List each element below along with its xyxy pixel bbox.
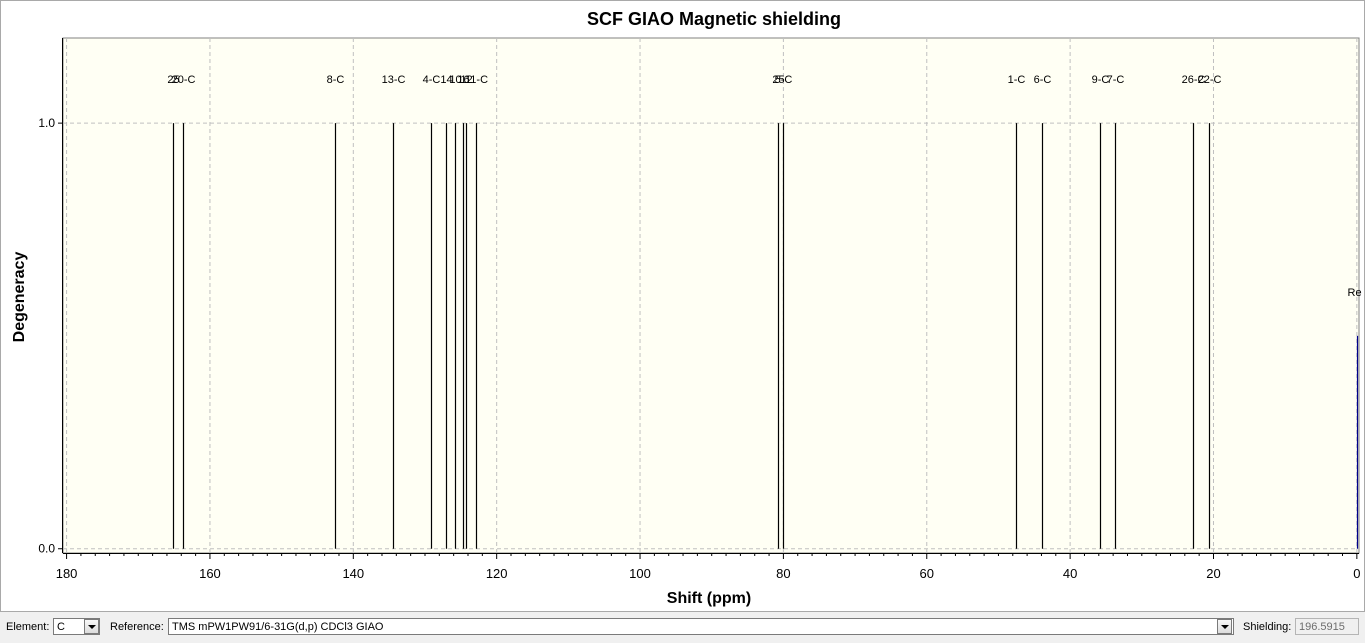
plot-area <box>62 37 1360 554</box>
controls-bar: Element: C Reference: TMS mPW1PW91/6-31G… <box>0 612 1365 643</box>
element-label: Element: <box>6 621 50 633</box>
x-tick-label: 160 <box>199 566 221 581</box>
x-tick-label: 120 <box>486 566 508 581</box>
spectrum-chart: SCF GIAO Magnetic shielding 0.0 1.0 180 16… <box>11 9 1362 607</box>
reference-select[interactable]: TMS mPW1PW91/6-31G(d,p) CDCl3 GIAO <box>168 618 1234 635</box>
reference-label: Reference: <box>110 621 164 633</box>
y-tick-label: 0.0 <box>38 542 55 556</box>
y-axis: 0.0 1.0 <box>38 38 63 556</box>
peak-label: 4-C <box>423 74 441 86</box>
peak-label: Re <box>1348 287 1362 299</box>
peak-label: 6-C <box>1034 74 1052 86</box>
shielding-field: 196.5915 <box>1295 618 1359 635</box>
chart-title: SCF GIAO Magnetic shielding <box>587 9 841 29</box>
x-tick-label: 60 <box>920 566 934 581</box>
x-tick-label: 20 <box>1206 566 1220 581</box>
peak-label: 20-C <box>172 74 196 86</box>
shielding-label: Shielding: <box>1243 621 1292 633</box>
chart-panel: SCF GIAO Magnetic shielding 0.0 1.0 180 16… <box>0 0 1365 612</box>
peak-label: 22-C <box>1198 74 1222 86</box>
x-axis: 180 160 140 120 100 80 60 40 20 0 <box>56 553 1360 581</box>
x-axis-label: Shift (ppm) <box>667 590 751 607</box>
peak-label: 26-C <box>1182 74 1206 86</box>
reference-value: TMS mPW1PW91/6-31G(d,p) CDCl3 GIAO <box>172 621 384 633</box>
x-tick-label: 100 <box>629 566 651 581</box>
peak-label: 25 <box>772 74 784 86</box>
peak-label: 7-C <box>1107 74 1125 86</box>
x-tick-label: 180 <box>56 566 78 581</box>
x-tick-label: 80 <box>776 566 790 581</box>
element-value: C <box>57 621 65 633</box>
y-axis-label: Degeneracy <box>11 252 28 343</box>
peaks <box>172 123 1359 549</box>
peak-label: 9-C <box>1092 74 1110 86</box>
peak-label: 10 <box>449 74 461 86</box>
peak-label: 13-C <box>382 74 406 86</box>
peak-label: 16 <box>457 74 469 86</box>
peak-label: 11-C <box>465 74 488 86</box>
peak-label: 1-C <box>1008 74 1026 86</box>
peak-label: 8-C <box>327 74 345 86</box>
peak-label: 25 <box>167 74 179 86</box>
peak-label: 12 <box>460 74 472 86</box>
grid <box>63 38 1359 553</box>
peak-label: 5-C <box>775 74 793 86</box>
peak-label: 14 <box>440 74 452 86</box>
y-tick-label: 1.0 <box>38 116 55 130</box>
x-tick-label: 40 <box>1063 566 1077 581</box>
reference-dropdown-arrow-icon[interactable] <box>1217 619 1232 634</box>
x-tick-label: 140 <box>342 566 364 581</box>
element-dropdown-arrow-icon[interactable] <box>84 619 99 634</box>
x-tick-label: 0 <box>1353 566 1360 581</box>
shielding-value: 196.5915 <box>1299 621 1345 633</box>
